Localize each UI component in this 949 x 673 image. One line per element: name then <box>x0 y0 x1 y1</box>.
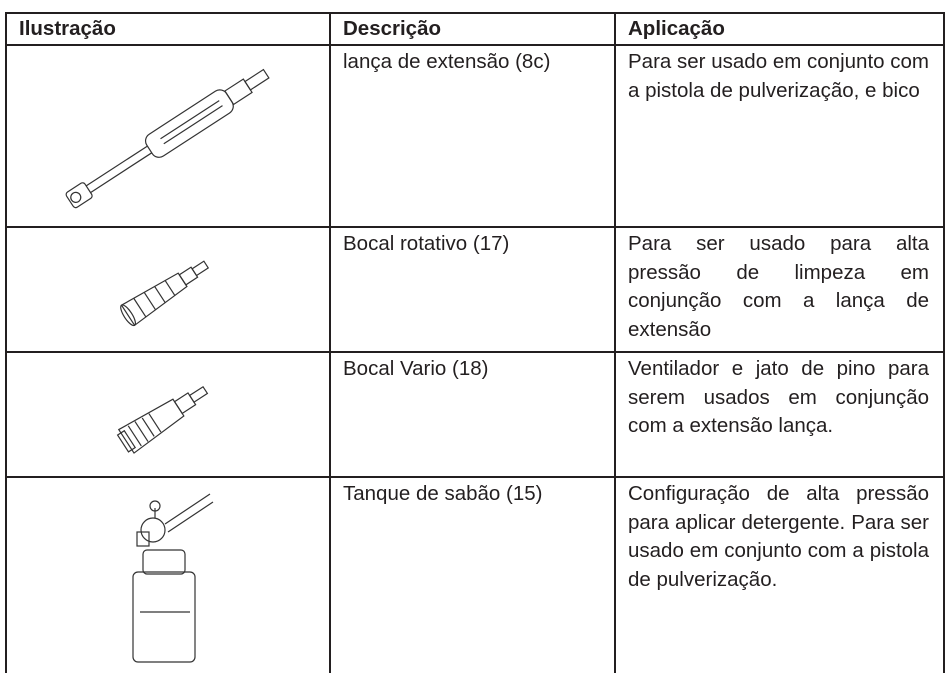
application-cell: Para ser usado em conjunto com a pistola… <box>628 50 929 102</box>
soap-tank-illustration <box>132 493 214 663</box>
application-cell: Configuração de alta pressão para aplica… <box>628 482 929 591</box>
table-border <box>5 44 945 46</box>
header-cell: Ilustração <box>19 17 116 40</box>
description-cell: Bocal rotativo (17) <box>343 232 510 255</box>
description-cell: Bocal Vario (18) <box>343 357 489 380</box>
table-border <box>5 12 945 14</box>
application-cell: Ventilador e jato de pino para serem usa… <box>628 357 929 437</box>
header-cell: Aplicação <box>628 17 725 40</box>
table-border <box>5 351 945 353</box>
extension-lance-illustration <box>65 68 270 209</box>
vario-nozzle-illustration <box>116 385 209 454</box>
table-border <box>5 476 945 478</box>
header-cell: Descrição <box>343 17 442 40</box>
table-border <box>943 12 945 673</box>
rotary-nozzle-illustration <box>120 260 210 327</box>
description-cell: Tanque de sabão (15) <box>343 482 543 505</box>
table-border <box>329 12 331 673</box>
table-border <box>5 12 7 673</box>
table-border <box>5 226 945 228</box>
description-cell: lança de extensão (8c) <box>343 50 551 73</box>
table-border <box>614 12 616 673</box>
application-cell: Para ser usado para alta pressão de limp… <box>628 232 929 341</box>
